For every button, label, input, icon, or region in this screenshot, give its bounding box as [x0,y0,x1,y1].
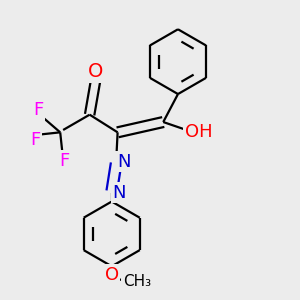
Text: O: O [105,266,119,284]
Text: N: N [117,153,130,171]
Text: F: F [59,152,70,170]
Text: O: O [88,62,103,82]
Text: F: F [30,131,40,149]
Text: N: N [112,184,126,202]
Text: CH₃: CH₃ [123,274,151,289]
Text: OH: OH [185,123,212,141]
Text: F: F [34,101,44,119]
